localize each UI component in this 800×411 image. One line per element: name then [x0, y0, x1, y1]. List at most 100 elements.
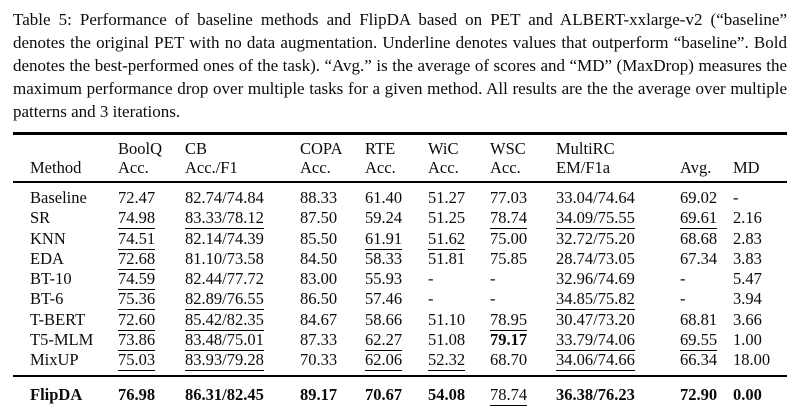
cell-value: 72.47: [118, 188, 156, 207]
table-cell: 82.74/74.84: [185, 182, 300, 208]
column-header-wsc: WSC Acc.: [490, 134, 556, 183]
column-metric-label: Avg.: [680, 158, 712, 177]
cell-value: 85.50: [300, 228, 338, 248]
table-cell: 61.40: [365, 182, 428, 208]
table-cell: MixUP: [13, 350, 118, 375]
cell-value: 73.86: [118, 330, 156, 352]
cell-value: 83.48/75.01: [185, 330, 264, 352]
cell-value: 82.14/74.39: [185, 228, 264, 248]
column-metric-label: Acc.: [490, 158, 521, 177]
table-cell: 51.08: [428, 330, 490, 350]
column-metric-label: Acc.: [300, 158, 331, 177]
table-cell: 33.04/74.64: [556, 182, 680, 208]
cell-value: 18.00: [733, 350, 771, 370]
table-cell: 78.74: [490, 208, 556, 230]
cell-value: 51.62: [428, 228, 466, 250]
column-header-cb: CB Acc./F1: [185, 134, 300, 183]
table-cell: 57.46: [365, 289, 428, 309]
cell-value: 30.47/73.20: [556, 309, 635, 329]
cell-value: 83.33/78.12: [185, 208, 264, 230]
method-label: BT-6: [30, 289, 64, 309]
column-task-label: COPA: [300, 139, 343, 158]
table-cell: 2.16: [733, 208, 787, 228]
cell-value: 75.85: [490, 248, 528, 268]
cell-value: 2.83: [733, 228, 762, 248]
cell-value: 66.34: [680, 350, 718, 370]
cell-value: -: [490, 269, 496, 289]
column-header-md: MD: [733, 134, 787, 183]
cell-value: 51.25: [428, 208, 466, 228]
table-cell: 5.47: [733, 269, 787, 289]
cell-value: 69.61: [680, 208, 718, 230]
cell-value: 83.00: [300, 269, 338, 289]
cell-value: 68.68: [680, 228, 718, 248]
column-metric-label: Acc.: [428, 158, 459, 177]
table-row-sr: SR 74.98 83.33/78.12 87.50 59.24 51.25 78.74 34…: [13, 208, 787, 230]
cell-value: 34.06/74.66: [556, 350, 635, 372]
table-cell: 66.34: [680, 350, 733, 375]
cell-value: 81.10/73.58: [185, 248, 264, 268]
table-cell: 28.74/73.05: [556, 249, 680, 269]
cell-value: 58.33: [365, 248, 403, 268]
cell-value: 75.00: [490, 228, 528, 248]
column-header-method: Method: [13, 134, 118, 183]
table-cell: 81.10/73.58: [185, 249, 300, 269]
cell-value: 78.74: [490, 208, 528, 230]
cell-value: 74.59: [118, 269, 156, 291]
cell-value: 68.81: [680, 309, 718, 329]
cell-value: 62.06: [365, 350, 403, 372]
table-row-eda: EDA 72.68 81.10/73.58 84.50 58.33 51.81 75.85 2…: [13, 248, 787, 270]
table-cell: 1.00: [733, 330, 787, 350]
table-cell: 72.68: [118, 248, 185, 270]
cell-value: 5.47: [733, 269, 762, 289]
table-cell: 67.34: [680, 249, 733, 269]
cell-value: 61.40: [365, 188, 403, 207]
cell-value: 62.27: [365, 330, 403, 352]
table-cell: 30.47/73.20: [556, 310, 680, 330]
column-task-label: MultiRC: [556, 139, 615, 158]
column-header-rte: RTE Acc.: [365, 134, 428, 183]
table-cell: 18.00: [733, 350, 787, 375]
table-cell: -: [680, 289, 733, 309]
column-metric-label: Acc.: [365, 158, 396, 177]
method-label: T-BERT: [30, 309, 86, 329]
cell-value: 78.74: [490, 384, 528, 406]
table-cell: 62.06: [365, 350, 428, 375]
table-header: Method BoolQ Acc. CB Acc./F1 COPA Acc. RTE Acc. W…: [13, 134, 787, 183]
table-cell: 82.89/76.55: [185, 289, 300, 311]
table-cell: 34.06/74.66: [556, 350, 680, 375]
table-cell: 70.33: [300, 350, 365, 375]
cell-value: 55.93: [365, 269, 403, 289]
cell-value: -: [428, 269, 434, 289]
table-cell: 58.66: [365, 310, 428, 330]
table-cell: 54.08: [428, 376, 490, 411]
table-row-baseline: Baseline 72.47 82.74/74.84 88.33 61.40 51.27 7…: [13, 182, 787, 208]
cell-value: 87.50: [300, 208, 338, 228]
table-cell: BT-6: [13, 289, 118, 309]
cell-value: 77.03: [490, 188, 528, 207]
table-cell: -: [490, 269, 556, 289]
table-cell: 83.33/78.12: [185, 208, 300, 230]
column-task-label: WSC: [490, 139, 526, 158]
cell-value: 86.31/82.45: [185, 384, 264, 404]
cell-value: 82.74/74.84: [185, 188, 264, 207]
cell-value: 74.51: [118, 228, 156, 250]
table-cell: 79.17: [490, 330, 556, 350]
table-cell: 75.03: [118, 350, 185, 375]
cell-value: 87.33: [300, 330, 338, 350]
table-cell: 61.91: [365, 228, 428, 250]
cell-value: 3.83: [733, 248, 762, 268]
table-cell: 75.00: [490, 229, 556, 249]
cell-value: 76.98: [118, 384, 156, 404]
table-cell: 78.95: [490, 309, 556, 331]
table-cell: 34.09/75.55: [556, 208, 680, 230]
column-metric-label: Acc./F1: [185, 158, 238, 177]
column-header-wic: WiC Acc.: [428, 134, 490, 183]
method-label: EDA: [30, 248, 64, 268]
table-body: Baseline 72.47 82.74/74.84 88.33 61.40 51.27 7…: [13, 182, 787, 376]
cell-value: 34.85/75.82: [556, 289, 635, 311]
cell-value: 72.68: [118, 248, 156, 270]
table-cell: 83.00: [300, 269, 365, 289]
cell-value: 3.94: [733, 289, 762, 309]
